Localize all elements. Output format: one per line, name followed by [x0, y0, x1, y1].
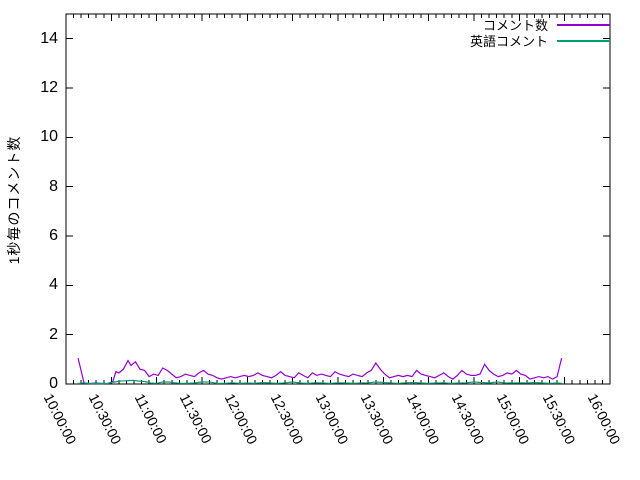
y-tick-label: 0 [49, 375, 58, 392]
y-axis-title: 1秒毎のコメント数 [6, 135, 22, 265]
legend-row-english-comments: 英語コメント [469, 33, 610, 49]
legend: コメント数 英語コメント [469, 17, 610, 49]
legend-row-comments: コメント数 [470, 17, 610, 33]
y-tick-label: 12 [40, 79, 58, 96]
y-tick-label: 8 [49, 177, 58, 195]
y-tick-label: 2 [49, 325, 58, 343]
legend-line-comments-icon [557, 23, 610, 26]
plot-border [65, 13, 611, 385]
y-tick-label: 10 [40, 128, 58, 146]
y-tick-label: 14 [40, 29, 58, 47]
y-tick-label: 6 [49, 227, 58, 244]
legend-line-english-comments-icon [557, 39, 610, 42]
series-line-comments [77, 357, 563, 385]
legend-label-comments: コメント数 [482, 18, 548, 33]
legend-label-english-comments: 英語コメント [469, 34, 548, 49]
y-tick-label: 4 [49, 276, 58, 294]
series-line-english-comments [78, 379, 562, 385]
